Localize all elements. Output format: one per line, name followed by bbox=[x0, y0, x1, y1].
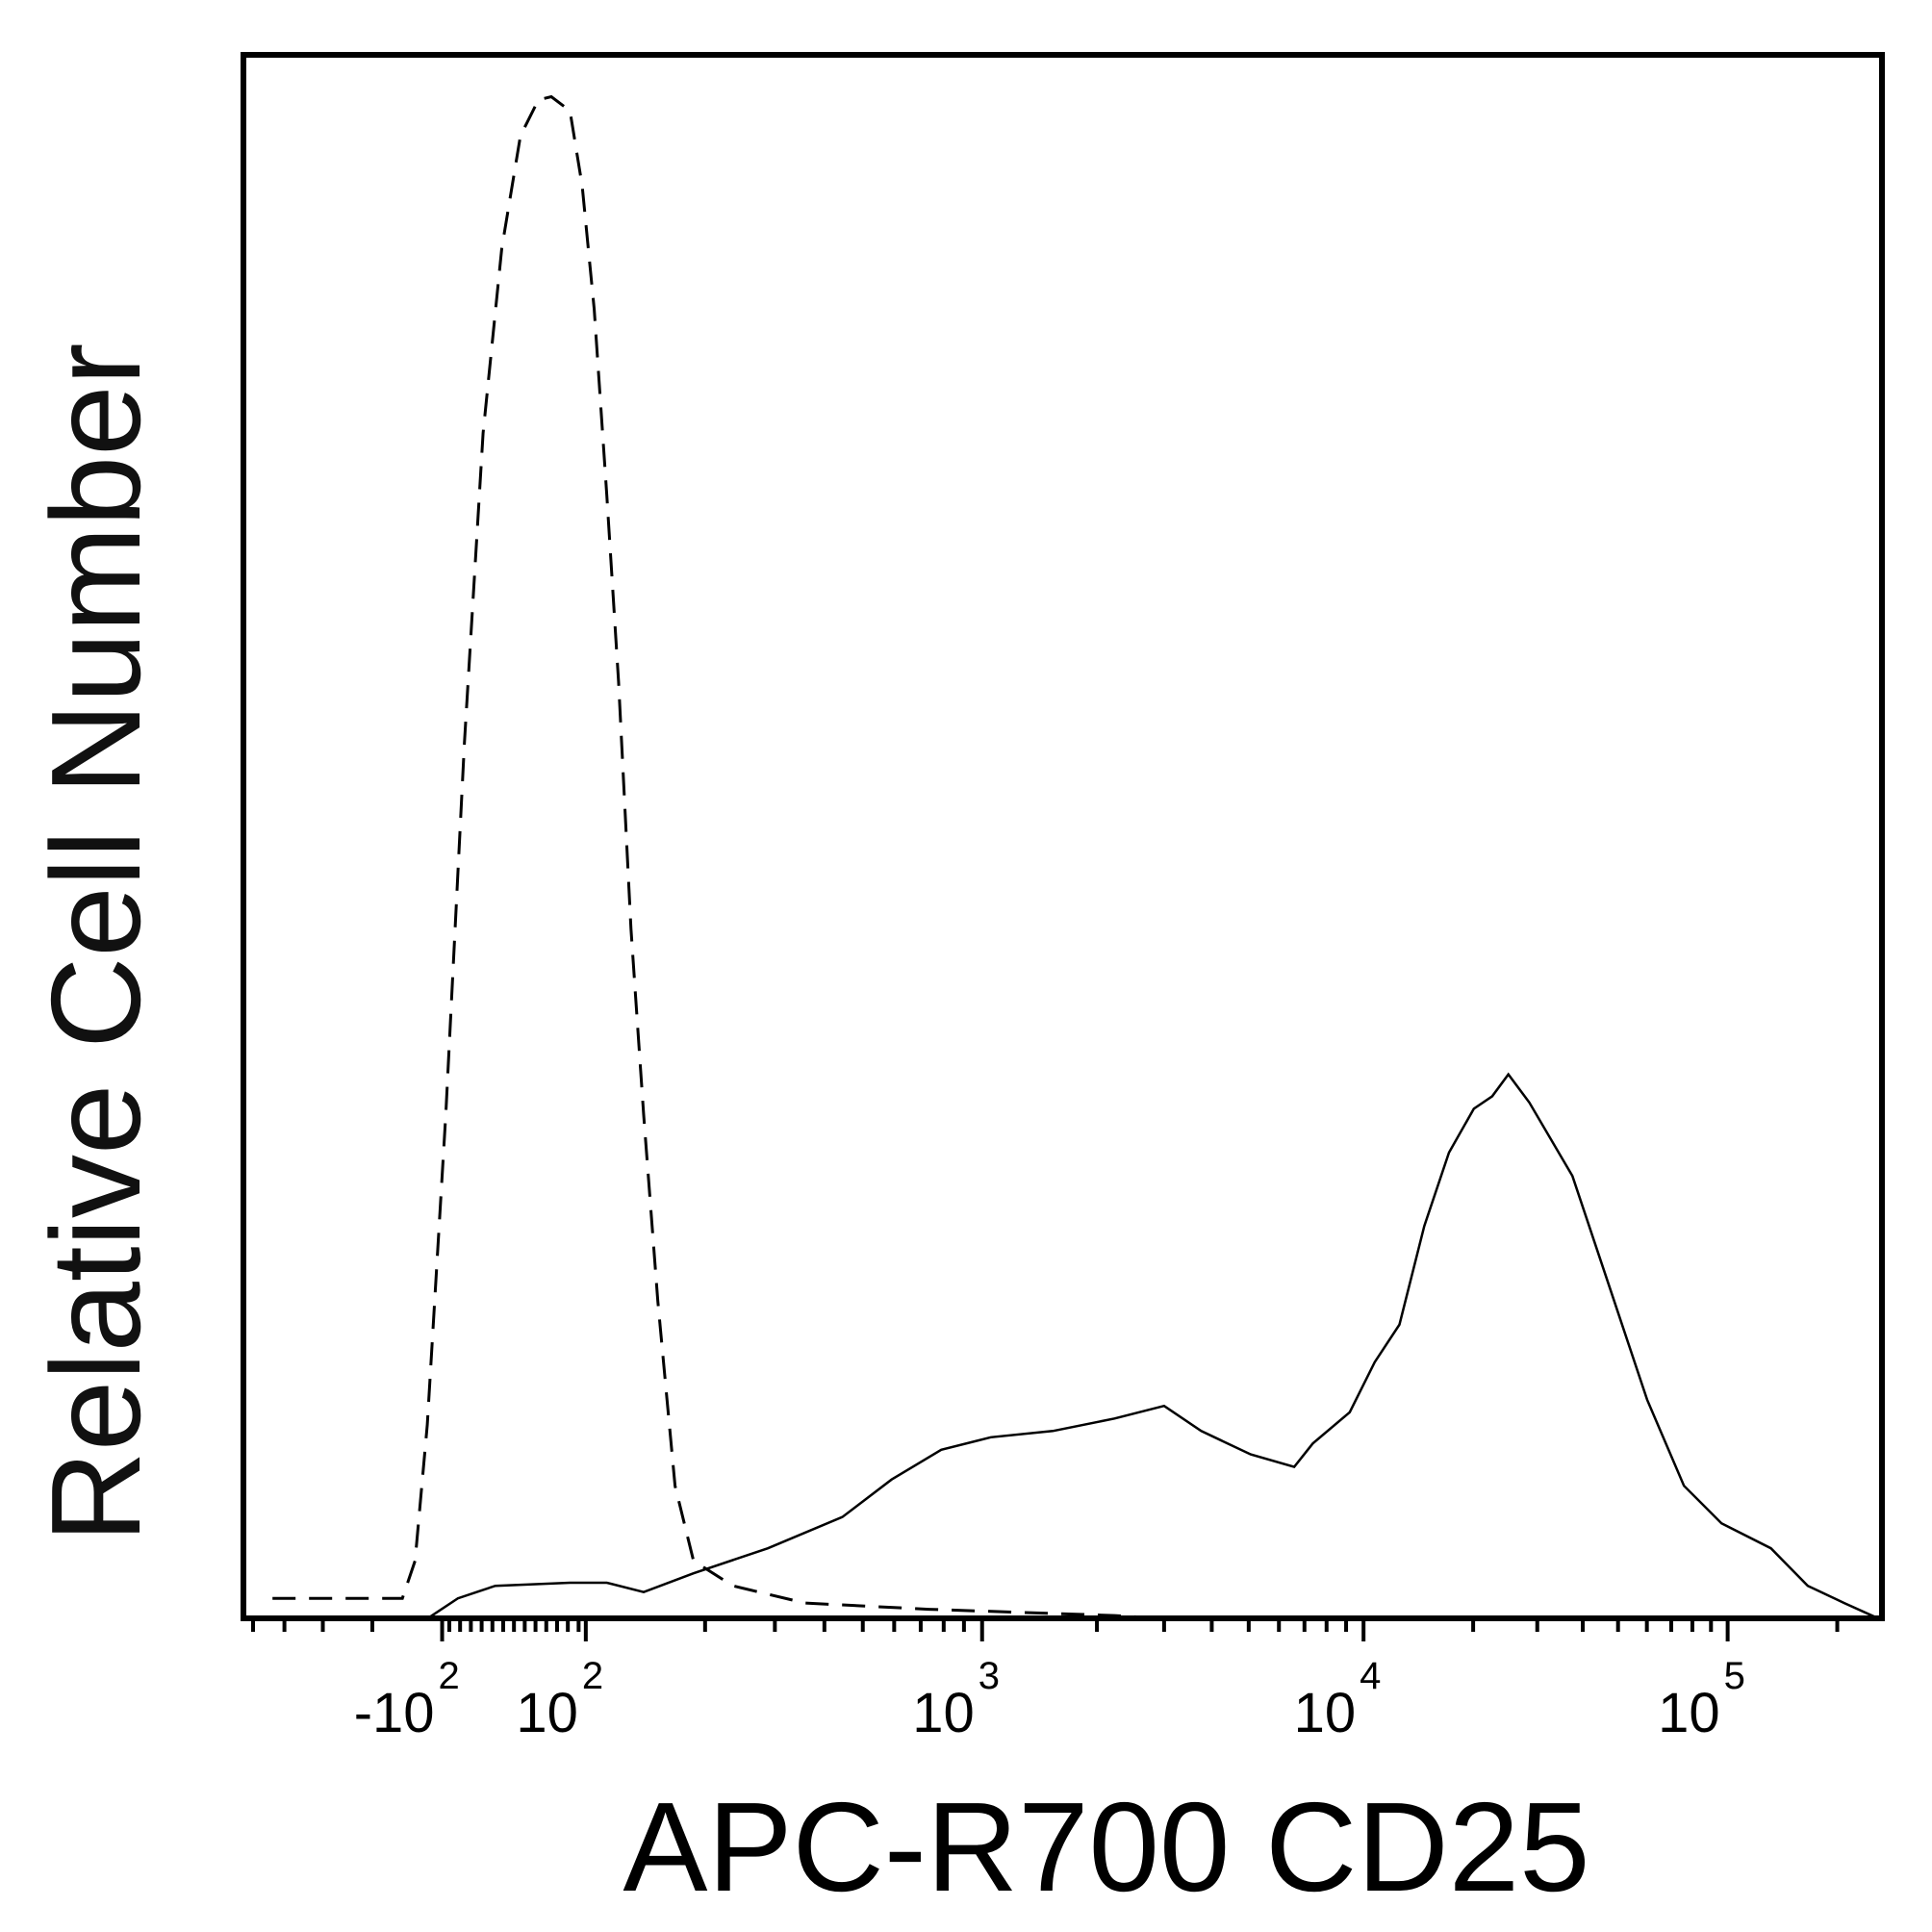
tick-label-base: 10 bbox=[1658, 1682, 1720, 1744]
x-ticks bbox=[250, 1618, 1840, 1641]
series-solid-line bbox=[426, 1072, 1880, 1620]
plot-frame bbox=[241, 52, 1885, 1621]
tick-label-exponent: 2 bbox=[582, 1655, 603, 1697]
tick-label-exponent: 4 bbox=[1360, 1655, 1381, 1697]
tick-label-base: -10 bbox=[354, 1682, 435, 1744]
tick-label-exponent: 5 bbox=[1724, 1655, 1745, 1697]
y-axis-label: Relative Cell Number bbox=[25, 343, 166, 1542]
curves bbox=[272, 94, 1880, 1620]
tick-label-base: 10 bbox=[1294, 1682, 1357, 1744]
tick-label-base: 10 bbox=[912, 1682, 975, 1744]
tick-label-exponent: 2 bbox=[439, 1655, 460, 1697]
series-dashed-line bbox=[272, 94, 1164, 1620]
x-axis-label: APC-R700 CD25 bbox=[623, 1776, 1589, 1918]
tick-label-base: 10 bbox=[516, 1682, 578, 1744]
tick-label-exponent: 3 bbox=[979, 1655, 1000, 1697]
